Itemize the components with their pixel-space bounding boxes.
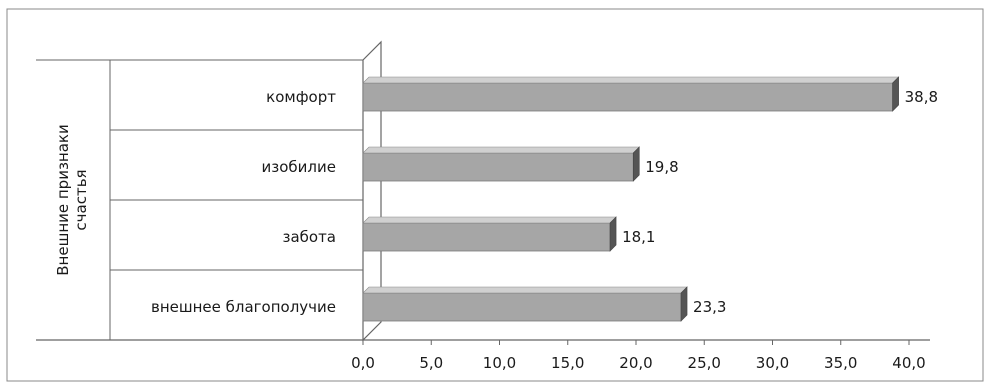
group-label-line: счастья [72,169,90,230]
bar-side [892,76,899,112]
data-label: 38,8 [905,88,938,106]
bar [362,76,900,112]
bar-side [680,286,688,322]
bar-side [609,216,617,252]
bar [362,216,617,252]
x-tick-label: 40,0 [892,354,925,372]
data-label: 19,8 [645,158,678,176]
bar [362,146,640,182]
bar-top [362,216,617,224]
bar-front [362,152,634,182]
data-label: 23,3 [693,298,726,316]
x-tick-label: 35,0 [824,354,857,372]
x-tick-label: 0,0 [351,354,375,372]
bar-top [362,286,688,294]
group-axis-label: Внешние признакисчастья [54,124,90,275]
x-tick-label: 20,0 [619,354,652,372]
group-label-line: Внешние признаки [54,124,72,275]
category-label: забота [282,228,336,246]
bar [362,286,688,322]
data-label: 18,1 [622,228,655,246]
bar-top [362,76,900,84]
bar-side [632,146,640,182]
x-tick-label: 10,0 [483,354,516,372]
category-label: изобилие [262,158,336,176]
bar-top [362,146,640,154]
x-tick-label: 15,0 [551,354,584,372]
bar-front [362,292,682,322]
x-tick-label: 5,0 [419,354,443,372]
category-label: комфорт [266,88,336,106]
x-tick-label: 25,0 [688,354,721,372]
category-label: внешнее благополучие [151,298,336,316]
bar-front [362,222,611,252]
x-tick-label: 30,0 [756,354,789,372]
chart-frame [6,8,984,382]
bar-front [362,82,894,112]
